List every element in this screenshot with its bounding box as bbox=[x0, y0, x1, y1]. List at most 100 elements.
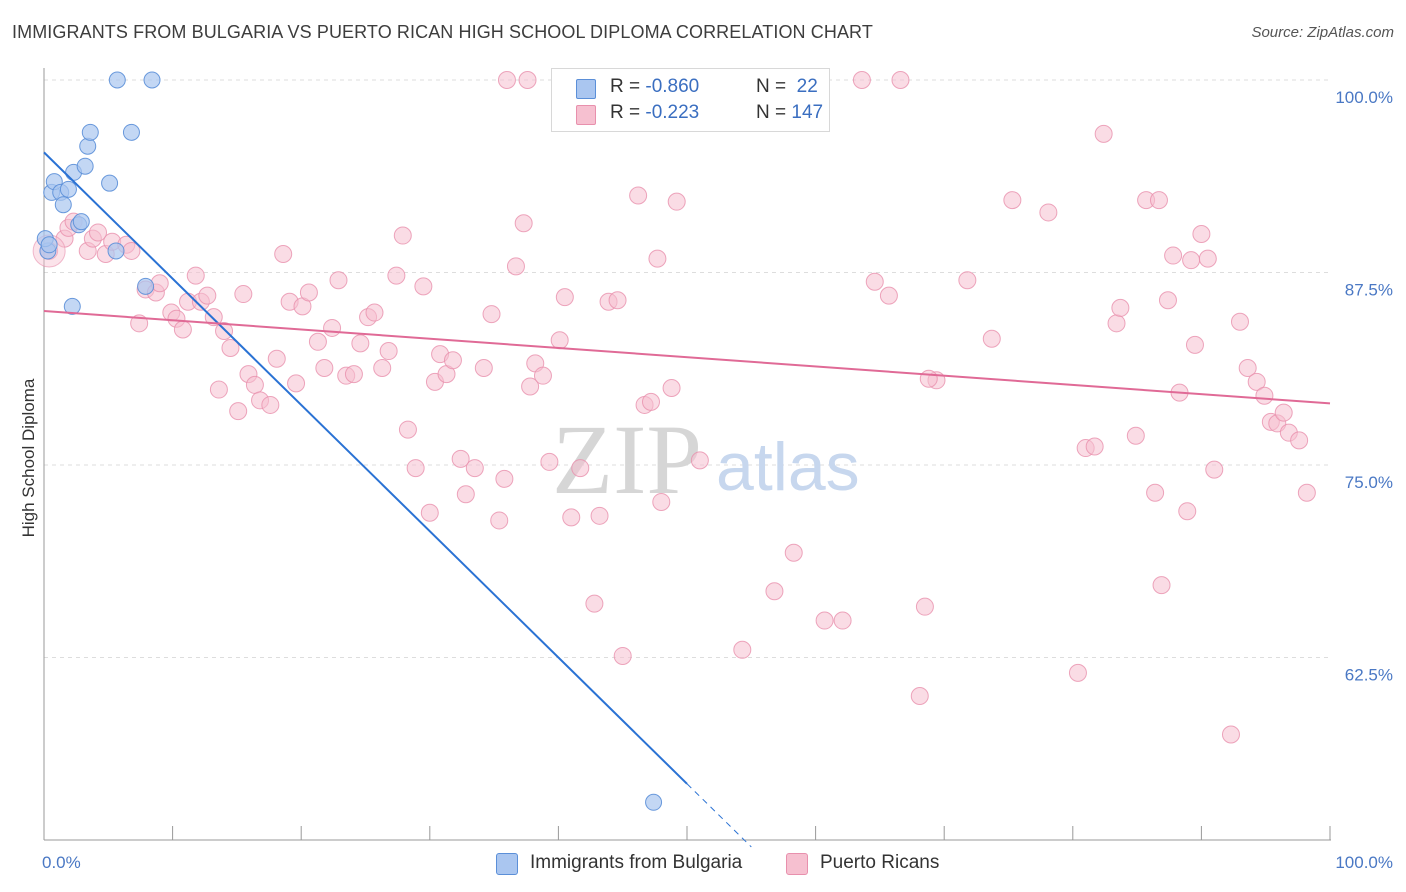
legend-r-label: R = bbox=[610, 76, 646, 97]
data-point-bulgaria bbox=[63, 297, 81, 315]
data-point-puerto-ricans bbox=[1085, 437, 1104, 456]
data-point-puerto-ricans bbox=[245, 375, 264, 394]
data-point-puerto-ricans bbox=[521, 377, 540, 396]
source-label: Source: ZipAtlas.com bbox=[1251, 24, 1394, 41]
data-point-puerto-ricans bbox=[1149, 191, 1168, 210]
data-point-puerto-ricans bbox=[315, 358, 334, 377]
watermark-zip: ZIP bbox=[552, 404, 702, 515]
data-point-puerto-ricans bbox=[784, 543, 803, 562]
legend-r-value: -0.223 bbox=[645, 102, 700, 123]
bottom-legend-label-puerto-ricans: Puerto Ricans bbox=[820, 852, 940, 873]
data-point-puerto-ricans bbox=[571, 459, 590, 478]
x-tick-label-max: 100.0% bbox=[1335, 853, 1393, 872]
data-point-bulgaria bbox=[122, 123, 140, 141]
legend-swatch-puerto-ricans bbox=[576, 105, 596, 125]
data-point-puerto-ricans bbox=[1290, 431, 1309, 450]
data-point-bulgaria bbox=[72, 213, 90, 231]
data-point-puerto-ricans bbox=[379, 342, 398, 361]
data-point-puerto-ricans bbox=[299, 283, 318, 302]
grid-lines bbox=[44, 79, 1330, 658]
data-point-bulgaria bbox=[107, 242, 125, 260]
data-point-puerto-ricans bbox=[1238, 358, 1257, 377]
data-point-puerto-ricans bbox=[1230, 312, 1249, 331]
data-point-puerto-ricans bbox=[261, 395, 280, 414]
data-point-puerto-ricans bbox=[652, 492, 671, 511]
data-point-puerto-ricans bbox=[982, 329, 1001, 348]
bulgaria-points bbox=[36, 71, 663, 811]
data-point-puerto-ricans bbox=[1039, 203, 1058, 222]
data-point-bulgaria bbox=[81, 123, 99, 141]
data-point-puerto-ricans bbox=[150, 274, 169, 293]
trend-line-bulgaria bbox=[43, 151, 688, 785]
data-point-puerto-ricans bbox=[287, 374, 306, 393]
bottom-legend-label-bulgaria: Immigrants from Bulgaria bbox=[530, 852, 743, 873]
data-point-puerto-ricans bbox=[1003, 191, 1022, 210]
data-point-puerto-ricans bbox=[209, 380, 228, 399]
data-point-puerto-ricans bbox=[393, 226, 412, 245]
data-point-puerto-ricans bbox=[1107, 314, 1126, 333]
data-point-puerto-ricans bbox=[1182, 251, 1201, 270]
data-point-puerto-ricans bbox=[1178, 502, 1197, 521]
data-point-puerto-ricans bbox=[1146, 483, 1165, 502]
data-point-puerto-ricans bbox=[641, 392, 660, 411]
data-point-puerto-ricans bbox=[1255, 386, 1274, 405]
data-point-puerto-ricans bbox=[662, 379, 681, 397]
axis-labels: 100.0% 87.5% 75.0% 62.5% 0.0% 100.0% High Scho… bbox=[19, 88, 1393, 872]
data-point-puerto-ricans bbox=[490, 511, 509, 530]
data-point-puerto-ricans bbox=[456, 485, 475, 504]
legend-n-label: N = bbox=[756, 102, 792, 123]
data-point-puerto-ricans bbox=[1274, 403, 1293, 422]
trend-lines bbox=[43, 151, 1331, 848]
data-point-puerto-ricans bbox=[590, 506, 609, 525]
legend-swatch-bulgaria bbox=[576, 79, 596, 99]
data-point-puerto-ricans bbox=[186, 266, 205, 285]
data-point-puerto-ricans bbox=[89, 223, 108, 242]
data-point-bulgaria bbox=[108, 71, 126, 89]
data-point-puerto-ricans bbox=[1126, 426, 1145, 445]
data-point-puerto-ricans bbox=[1192, 225, 1211, 243]
data-point-puerto-ricans bbox=[1158, 291, 1177, 310]
data-point-puerto-ricans bbox=[518, 71, 537, 89]
data-point-puerto-ricans bbox=[221, 338, 240, 357]
stats-legend: R = -0.860 N = 22 R = -0.223 N = 147 bbox=[551, 68, 830, 132]
data-point-puerto-ricans bbox=[815, 611, 834, 630]
y-tick-label: 87.5% bbox=[1345, 281, 1393, 300]
data-point-puerto-ricans bbox=[915, 597, 934, 616]
data-point-puerto-ricans bbox=[733, 640, 752, 659]
data-point-puerto-ricans bbox=[365, 303, 384, 322]
data-point-puerto-ricans bbox=[229, 402, 248, 421]
data-point-bulgaria bbox=[101, 174, 119, 192]
chart-title: IMMIGRANTS FROM BULGARIA VS PUERTO RICAN… bbox=[12, 22, 873, 42]
trend-line-bulgaria-extension bbox=[686, 783, 752, 848]
legend-n-label: N = bbox=[756, 76, 792, 97]
data-point-puerto-ricans bbox=[1152, 576, 1171, 595]
bottom-legend-swatch-puerto-ricans bbox=[786, 853, 808, 875]
data-point-puerto-ricans bbox=[1094, 124, 1113, 143]
axes bbox=[43, 68, 1331, 841]
data-point-puerto-ricans bbox=[323, 318, 342, 337]
legend-n-value: 147 bbox=[791, 102, 824, 123]
data-point-puerto-ricans bbox=[533, 366, 552, 385]
data-point-puerto-ricans bbox=[267, 349, 286, 368]
data-point-puerto-ricans bbox=[667, 192, 686, 211]
data-point-puerto-ricans bbox=[852, 71, 871, 89]
legend-r-label: R = bbox=[610, 102, 646, 123]
legend-n-value: 22 bbox=[796, 76, 818, 97]
data-point-puerto-ricans bbox=[1247, 372, 1266, 391]
data-point-puerto-ricans bbox=[474, 358, 493, 377]
legend-r-value: -0.860 bbox=[645, 76, 700, 97]
data-point-bulgaria bbox=[40, 236, 58, 254]
data-point-bulgaria bbox=[645, 793, 663, 811]
data-point-bulgaria bbox=[59, 180, 77, 198]
data-point-puerto-ricans bbox=[765, 582, 784, 601]
data-point-bulgaria bbox=[76, 157, 94, 175]
data-point-puerto-ricans bbox=[1068, 663, 1087, 682]
data-point-puerto-ricans bbox=[406, 459, 425, 478]
data-point-puerto-ricans bbox=[585, 594, 604, 613]
data-point-puerto-ricans bbox=[919, 369, 938, 388]
data-point-puerto-ricans bbox=[910, 687, 929, 705]
data-point-bulgaria bbox=[79, 137, 97, 155]
data-point-puerto-ricans bbox=[215, 322, 234, 341]
data-point-puerto-ricans bbox=[351, 334, 370, 353]
